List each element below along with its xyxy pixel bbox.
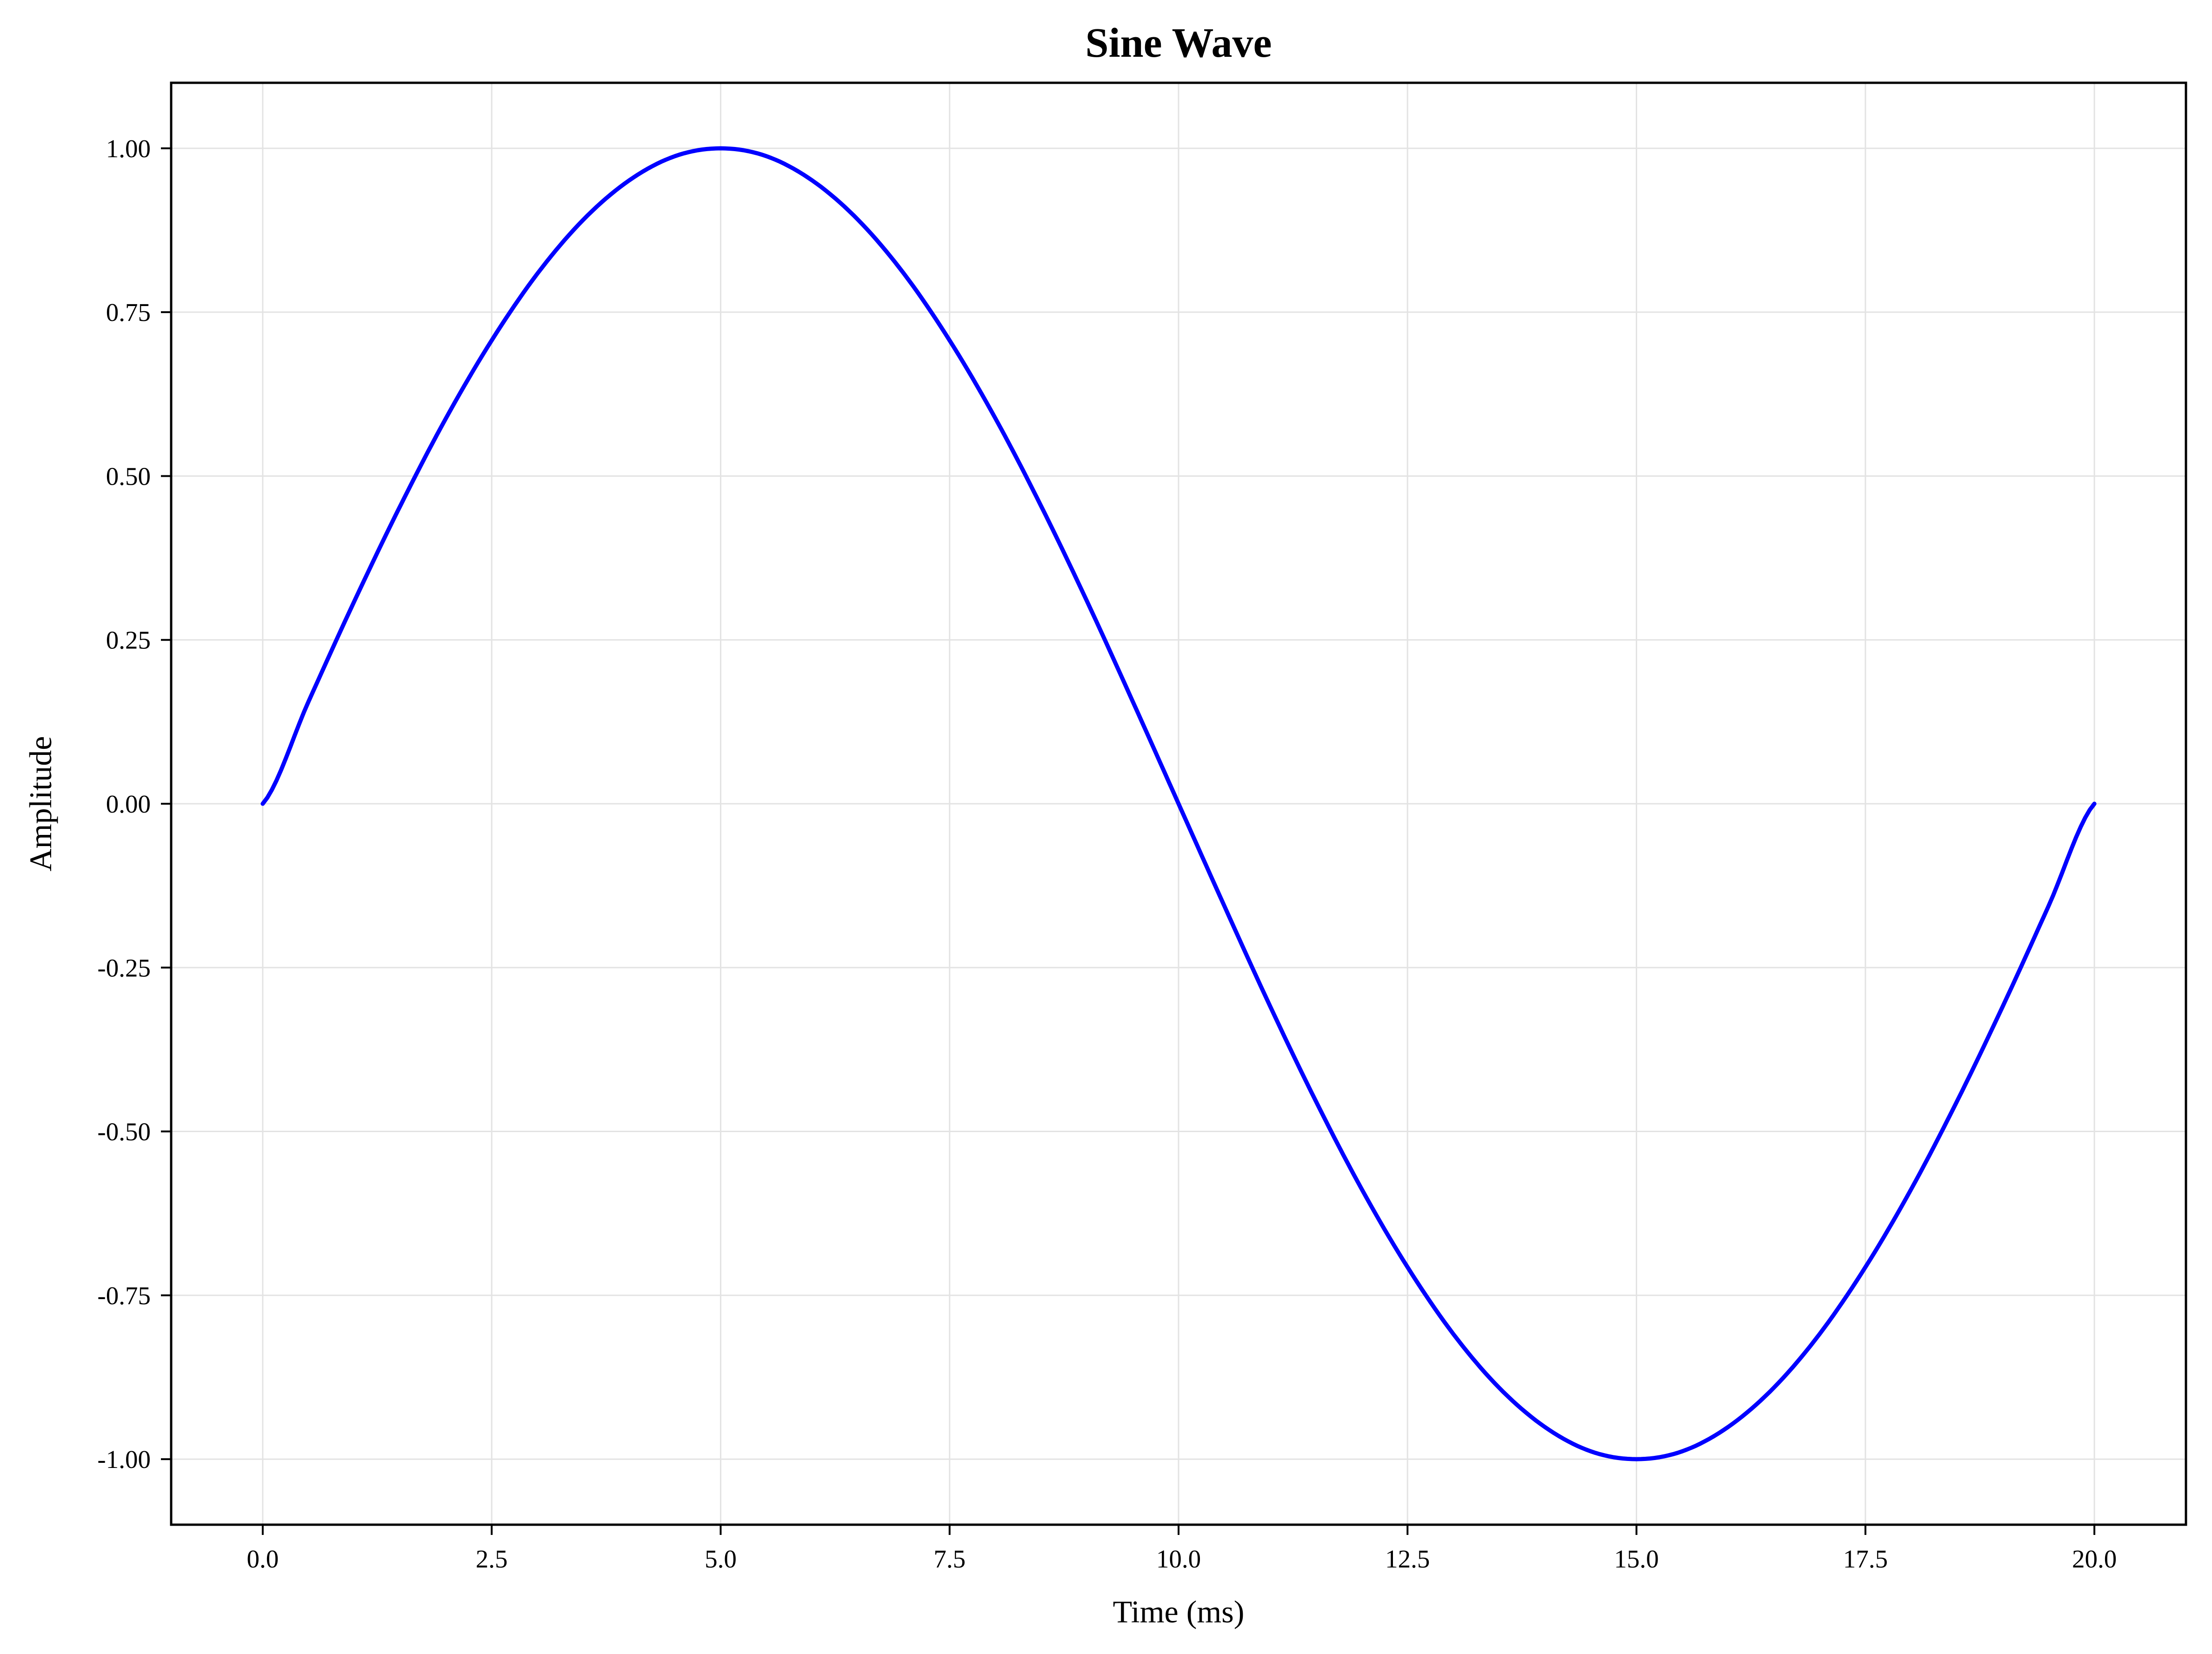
series-line bbox=[260, 146, 2097, 1461]
y-tick-label: -0.75 bbox=[97, 1281, 151, 1310]
y-axis-label: Amplitude bbox=[23, 736, 58, 872]
x-axis-label: Time (ms) bbox=[1113, 1594, 1245, 1629]
x-tick-label: 10.0 bbox=[1156, 1545, 1201, 1573]
x-tick-label: 0.0 bbox=[247, 1545, 279, 1573]
x-tick-label: 5.0 bbox=[705, 1545, 737, 1573]
y-tick-label: 0.00 bbox=[106, 790, 151, 818]
y-tick-label: 0.25 bbox=[106, 626, 151, 654]
tick-layer: 0.0 2.5 5.0 7.5 10.0 12.5 15.0 17.5 20.0 1.00 0.75… bbox=[97, 134, 2117, 1573]
y-tick-label: -0.25 bbox=[97, 954, 151, 982]
y-tick-label: -1.00 bbox=[97, 1445, 151, 1474]
x-tick-label: 15.0 bbox=[1614, 1545, 1659, 1573]
y-tick-label: 0.75 bbox=[106, 298, 151, 327]
y-tick-label: 0.50 bbox=[106, 462, 151, 490]
x-tick-label: 2.5 bbox=[476, 1545, 508, 1573]
x-tick-label: 12.5 bbox=[1385, 1545, 1430, 1573]
x-tick-label: 17.5 bbox=[1843, 1545, 1888, 1573]
x-tick-label: 20.0 bbox=[2072, 1545, 2117, 1573]
y-tick-label: 1.00 bbox=[106, 134, 151, 163]
y-tick-label: -0.50 bbox=[97, 1118, 151, 1146]
x-tick-label: 7.5 bbox=[933, 1545, 966, 1573]
chart-title: Sine Wave bbox=[1086, 20, 1272, 66]
